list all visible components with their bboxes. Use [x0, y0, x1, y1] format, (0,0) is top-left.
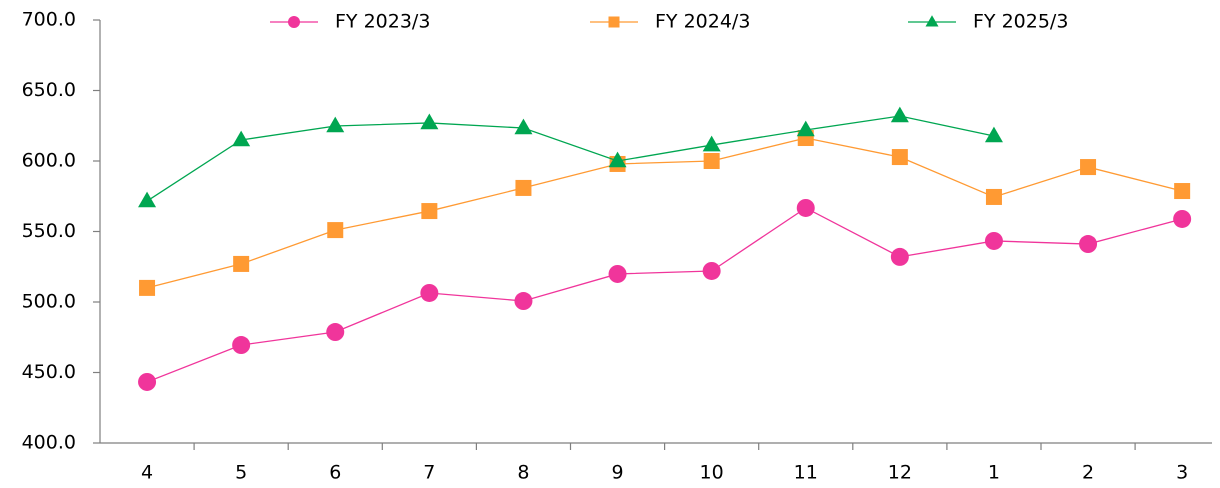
data-point	[703, 153, 720, 169]
x-tick-label: 4	[141, 462, 153, 484]
data-point	[327, 222, 344, 239]
data-point	[985, 188, 1002, 205]
series-line	[146, 115, 995, 202]
x-tick-label: 10	[700, 462, 724, 484]
y-tick-label: 450.0	[22, 361, 76, 383]
x-tick-label: 6	[329, 462, 341, 484]
data-point	[232, 336, 251, 355]
y-tick-label: 650.0	[22, 79, 76, 101]
data-point	[891, 149, 908, 166]
x-tick-label: 5	[235, 462, 247, 484]
data-point	[984, 126, 1003, 143]
series-line	[146, 207, 1183, 383]
x-tick-label: 3	[1176, 462, 1188, 484]
x-tick-label: 11	[794, 462, 818, 484]
data-point	[515, 179, 532, 196]
data-point	[420, 283, 439, 302]
y-tick-label: 600.0	[22, 150, 76, 172]
y-tick-label: 500.0	[22, 291, 76, 313]
series-line	[146, 137, 1183, 289]
data-point	[796, 120, 815, 137]
data-point	[608, 151, 627, 168]
legend-label: FY 2024/3	[655, 11, 750, 33]
data-point	[326, 323, 345, 342]
x-tick-label: 9	[612, 462, 624, 484]
legend-label: FY 2025/3	[973, 11, 1068, 33]
y-tick-label: 400.0	[22, 432, 76, 454]
data-point	[1173, 209, 1192, 228]
data-point	[138, 191, 157, 208]
legend-marker	[288, 16, 300, 28]
data-point	[233, 255, 250, 272]
y-tick-label: 550.0	[22, 220, 76, 242]
legend-marker	[925, 15, 939, 27]
data-point	[984, 231, 1003, 250]
data-point	[796, 198, 815, 217]
data-point	[1079, 235, 1098, 254]
data-point	[608, 264, 627, 283]
data-point	[421, 203, 438, 220]
data-point	[890, 247, 909, 266]
legend-marker	[608, 16, 620, 28]
data-point	[702, 135, 721, 152]
data-point	[890, 106, 909, 123]
data-point	[138, 372, 157, 391]
data-point	[232, 130, 251, 147]
data-point	[514, 292, 533, 311]
data-point	[139, 279, 156, 296]
data-point	[514, 118, 533, 135]
data-point	[1080, 159, 1097, 176]
data-point	[1174, 183, 1191, 200]
legend-label: FY 2023/3	[335, 11, 430, 33]
x-tick-label: 8	[517, 462, 529, 484]
x-tick-label: 2	[1082, 462, 1094, 484]
data-point	[702, 261, 721, 280]
x-tick-label: 7	[423, 462, 435, 484]
x-tick-label: 1	[988, 462, 1000, 484]
data-point	[420, 113, 439, 130]
data-point	[326, 116, 345, 133]
y-tick-label: 700.0	[22, 9, 76, 31]
x-tick-label: 12	[888, 462, 912, 484]
